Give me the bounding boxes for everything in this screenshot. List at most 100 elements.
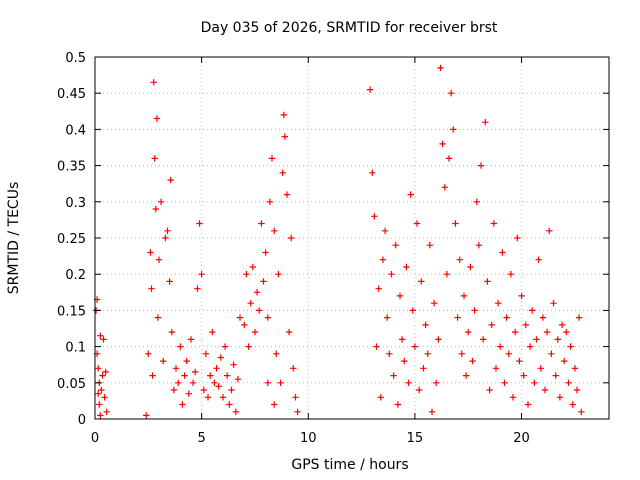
data-point: [294, 408, 301, 415]
x-tick-label: 15: [407, 431, 424, 446]
data-point: [445, 155, 453, 162]
data-point: [488, 321, 495, 329]
y-tick-label: 0.25: [57, 232, 86, 247]
data-point: [157, 198, 165, 205]
data-point: [403, 263, 410, 271]
y-tick-label: 0: [78, 413, 86, 428]
data-point: [249, 263, 256, 271]
y-tick-label: 0.15: [57, 304, 86, 319]
data-point: [490, 220, 497, 227]
data-point: [243, 271, 250, 278]
data-point: [251, 328, 259, 336]
data-point: [192, 368, 199, 376]
data-point: [100, 336, 107, 343]
data-point: [256, 307, 263, 314]
data-point: [226, 401, 233, 408]
data-point: [520, 372, 527, 379]
data-point: [509, 394, 517, 401]
data-point: [386, 350, 393, 357]
x-tick-label: 20: [513, 431, 530, 446]
data-point: [454, 314, 461, 321]
data-point: [462, 372, 470, 379]
data-point: [102, 368, 109, 376]
data-point: [456, 256, 463, 263]
data-point: [204, 394, 212, 401]
data-point: [266, 198, 274, 205]
data-point: [147, 249, 154, 256]
data-point: [166, 278, 173, 285]
data-point: [465, 328, 472, 336]
data-point: [207, 372, 214, 379]
data-point: [221, 343, 229, 350]
data-point: [153, 115, 161, 122]
data-point: [437, 64, 444, 72]
data-point: [95, 390, 102, 397]
data-point: [494, 300, 502, 307]
data-point: [561, 357, 568, 365]
data-point: [512, 328, 519, 336]
data-point: [546, 227, 553, 234]
data-point: [185, 390, 192, 397]
data-point: [524, 401, 532, 408]
data-point: [518, 292, 525, 300]
data-point: [183, 357, 190, 365]
data-point: [569, 401, 576, 408]
data-point: [554, 336, 561, 343]
data-point: [426, 242, 433, 249]
data-point: [486, 386, 493, 394]
data-point: [162, 234, 169, 242]
data-point: [189, 379, 197, 386]
data-point: [279, 169, 286, 176]
data-point: [482, 119, 489, 126]
data-point: [484, 278, 491, 285]
data-point: [177, 343, 184, 350]
data-point: [394, 401, 402, 408]
y-tick-label: 0.35: [57, 160, 86, 175]
data-point: [450, 126, 457, 133]
data-point: [292, 394, 299, 401]
data-point: [424, 350, 431, 357]
data-point: [390, 372, 397, 379]
data-point: [97, 332, 104, 339]
data-point: [290, 365, 297, 372]
y-tick-label: 0.5: [65, 51, 86, 66]
data-point: [452, 220, 459, 227]
y-tick-label: 0.05: [57, 377, 86, 392]
data-point: [155, 256, 163, 263]
data-point: [194, 285, 201, 292]
data-point: [268, 155, 276, 162]
data-point: [469, 357, 476, 365]
data-point: [565, 379, 572, 386]
data-point: [373, 343, 380, 350]
data-point: [430, 300, 438, 307]
data-point: [281, 133, 288, 140]
data-point: [260, 278, 267, 285]
data-point: [379, 256, 387, 263]
x-tick-label: 5: [197, 431, 205, 446]
data-point: [96, 401, 103, 408]
data-point: [196, 220, 203, 227]
ticks-layer: 0 0.05 0.1 0.15 0.2 0.25 0.3 0.35 0.4 0.45 0.5 0 5 10…: [57, 51, 609, 446]
data-point: [262, 249, 269, 256]
data-point: [198, 271, 205, 278]
data-point: [143, 412, 150, 419]
data-point: [558, 321, 566, 329]
data-point: [526, 343, 534, 350]
data-point: [285, 328, 293, 336]
data-point: [388, 271, 395, 278]
data-point: [409, 307, 416, 314]
data-point: [477, 162, 485, 169]
data-point: [170, 386, 178, 394]
data-point: [416, 386, 423, 394]
data-point: [164, 227, 171, 234]
data-point: [152, 205, 159, 213]
data-point: [145, 350, 152, 357]
data-point: [460, 292, 468, 300]
data-point: [480, 336, 487, 343]
data-point: [217, 354, 224, 361]
data-point: [467, 263, 474, 271]
data-point: [371, 213, 378, 220]
data-point: [552, 372, 559, 379]
data-point: [458, 350, 465, 357]
